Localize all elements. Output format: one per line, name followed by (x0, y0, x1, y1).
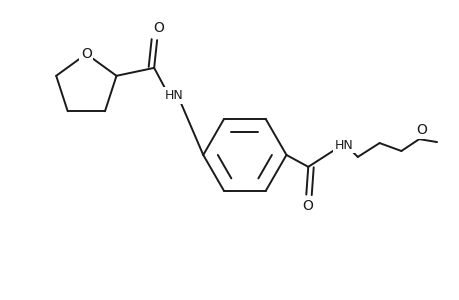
Text: O: O (301, 200, 312, 214)
Text: O: O (81, 47, 92, 61)
Text: HN: HN (164, 89, 183, 102)
Text: O: O (415, 123, 426, 137)
Text: HN: HN (334, 139, 353, 152)
Text: O: O (153, 21, 164, 35)
